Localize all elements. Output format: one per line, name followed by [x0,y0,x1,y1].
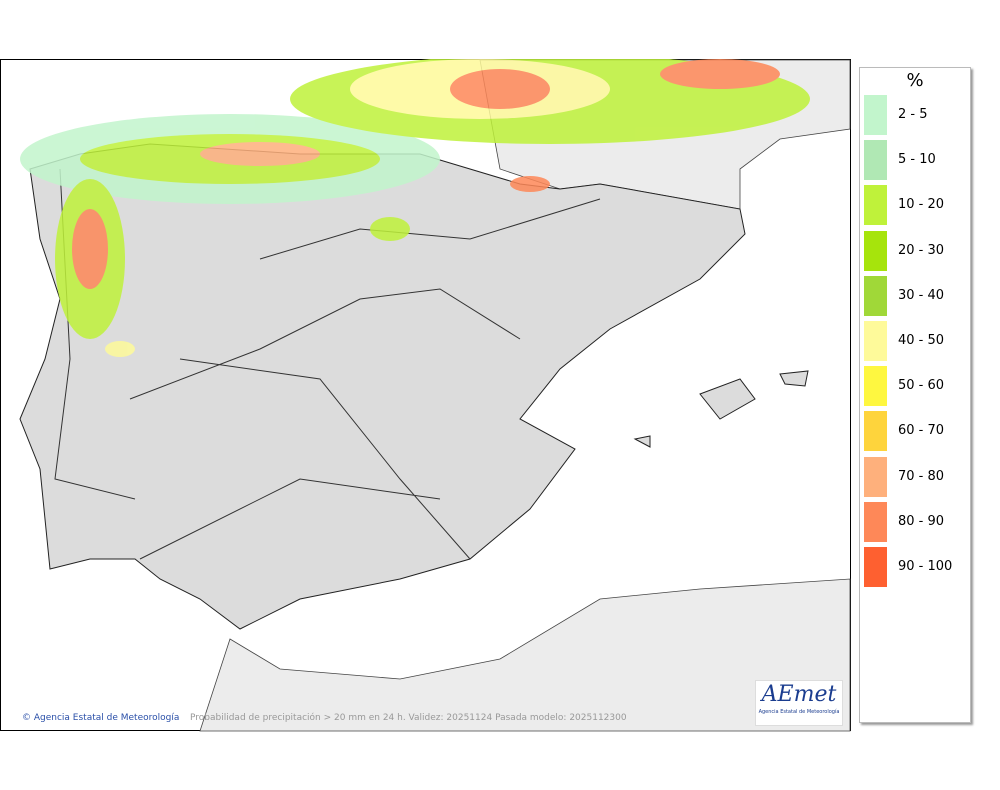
north-africa [199,578,851,732]
legend-swatch [864,411,887,452]
legend-label: 80 - 90 [898,513,945,529]
legend-label: 40 - 50 [898,333,945,348]
legend-label: 70 - 80 [898,468,945,484]
region-borders [54,168,601,560]
legend-item: 70 - 80 [864,456,968,497]
legend-label: 90 - 100 [898,559,953,574]
legend-swatch [864,140,887,181]
legend-item: 80 - 90 [864,501,968,542]
legend-swatch [864,321,887,361]
legend-label: 2 - 5 [898,107,928,122]
legend-label: 30 - 40 [898,287,945,303]
legend-item: 5 - 10 [864,140,968,181]
legend: % 2 - 5 5 - 10 10 - 20 20 - 30 30 - 40 40 - 5… [859,67,971,723]
agency-name: Agencia Estatal de Meteorología [33,713,180,723]
legend-label: 60 - 70 [898,423,945,439]
legend-item: 90 - 100 [864,547,968,587]
logo: AEmet Agencia Estatal de Meteorología [755,680,843,726]
caption: Probabilidad de precipitación > 20 mm en… [190,713,627,723]
legend-item: 10 - 20 [864,185,968,226]
islands [633,370,809,448]
legend-swatch [864,366,887,407]
legend-label: 5 - 10 [898,152,936,168]
legend-item: 40 - 50 [864,321,968,361]
legend-swatch [864,275,887,316]
legend-title: % [906,70,924,91]
legend-item: 2 - 5 [864,95,968,135]
legend-label: 10 - 20 [898,197,945,213]
legend-item: 60 - 70 [864,411,968,452]
map [0,59,851,732]
logo-subtitle: Agencia Estatal de Meteorología [758,709,840,715]
legend-swatch [864,456,887,497]
legend-label: 50 - 60 [898,378,945,394]
legend-swatch [864,185,887,226]
legend-item: 50 - 60 [864,366,968,407]
legend-swatch [864,230,887,271]
agency-credit: © Agencia Estatal de Meteorología [22,713,180,723]
legend-swatch [864,95,887,135]
legend-swatch [864,501,887,542]
precipitation-areas [20,59,810,357]
legend-item: 30 - 40 [864,275,968,316]
legend-item: 20 - 30 [864,230,968,271]
legend-swatch [864,547,887,587]
logo-name: AEmet [761,682,837,707]
legend-label: 20 - 30 [898,242,945,258]
